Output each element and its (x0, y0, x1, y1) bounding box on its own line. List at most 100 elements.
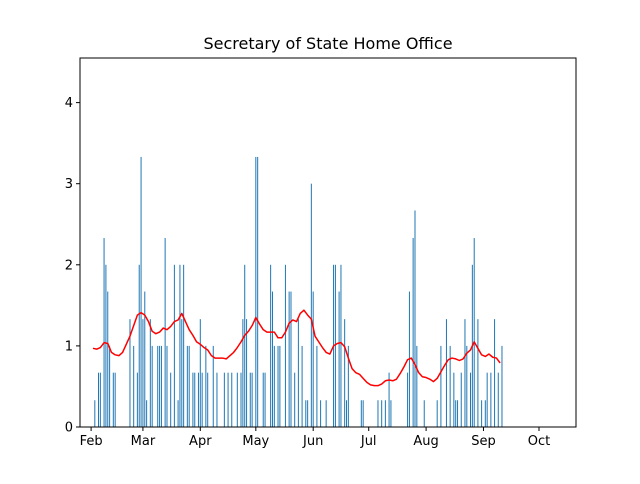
bar (192, 372, 194, 427)
bar (246, 319, 248, 427)
bar (334, 264, 336, 427)
bar (501, 345, 503, 427)
bar (133, 345, 135, 427)
line-series (92, 309, 501, 387)
bar (264, 372, 266, 427)
bar (312, 291, 314, 427)
bar (160, 345, 162, 427)
bar (320, 400, 322, 427)
x-tick-label: Sep (471, 434, 496, 449)
bar (288, 291, 290, 427)
bar (109, 345, 111, 427)
bar (284, 264, 286, 427)
bar (466, 345, 468, 427)
y-tick-label: 3 (65, 177, 73, 192)
bar (212, 345, 214, 427)
x-tick-label: Mar (131, 434, 156, 449)
bar (494, 319, 496, 427)
bar (151, 345, 153, 427)
bar (244, 264, 246, 427)
bar (262, 372, 264, 427)
x-tick-label: Aug (413, 434, 438, 449)
bar (157, 345, 159, 427)
bar (149, 319, 151, 427)
bar (99, 372, 101, 427)
bar (188, 345, 190, 427)
bar (173, 264, 175, 427)
bar (271, 291, 273, 427)
bar (223, 372, 225, 427)
bar (183, 264, 185, 427)
bar (325, 400, 327, 427)
bar (242, 319, 244, 427)
bar (107, 291, 109, 427)
bar (486, 372, 488, 427)
bar (279, 345, 281, 427)
chart-title: Secretary of State Home Office (203, 34, 452, 53)
plot-area (80, 58, 576, 427)
x-tick-label: May (242, 434, 269, 449)
bar (477, 319, 479, 427)
bar (470, 372, 472, 427)
bar (297, 319, 299, 427)
bar (199, 319, 201, 427)
bar (484, 400, 486, 427)
bar (416, 345, 418, 427)
bar (464, 319, 466, 427)
bar (94, 400, 96, 427)
bar (273, 345, 275, 427)
plot-frame (79, 57, 577, 428)
bar (170, 372, 172, 427)
bar (138, 264, 140, 427)
bar (449, 345, 451, 427)
moving-average-line (92, 309, 501, 387)
bar (360, 400, 362, 427)
bar (140, 156, 142, 427)
bar (142, 319, 144, 427)
bar (381, 400, 383, 427)
bar (270, 264, 272, 427)
bar (257, 156, 259, 427)
bar (445, 319, 447, 427)
bar (159, 345, 161, 427)
x-tick-label: Oct (528, 434, 550, 449)
bar (490, 372, 492, 427)
bar (473, 238, 475, 427)
bar (294, 372, 296, 427)
bar (194, 372, 196, 427)
bar (146, 400, 148, 427)
bar (144, 291, 146, 427)
bar (136, 372, 138, 427)
bar (453, 372, 455, 427)
bar (481, 400, 483, 427)
y-tick-label: 2 (65, 258, 73, 273)
x-tick-label: Jun (302, 434, 323, 449)
bar (390, 400, 392, 427)
bar (197, 372, 199, 427)
bar (179, 264, 181, 427)
bar (436, 400, 438, 427)
bar (340, 264, 342, 427)
bar (186, 345, 188, 427)
y-tick-label: 4 (65, 96, 73, 111)
bar (457, 400, 459, 427)
y-tick-label: 0 (65, 421, 73, 436)
bar (338, 291, 340, 427)
y-axis: 0 1 2 3 4 (65, 96, 80, 436)
bar (249, 372, 251, 427)
bar (388, 372, 390, 427)
bar (412, 238, 414, 427)
bar (207, 372, 209, 427)
x-axis: Feb Mar Apr May Jun Jul Aug Sep Oct (80, 427, 550, 449)
x-tick-label: Jul (360, 434, 377, 449)
bar (344, 319, 346, 427)
bar (129, 319, 131, 427)
bar (164, 238, 166, 427)
bar (497, 372, 499, 427)
bar (251, 372, 253, 427)
bar (362, 400, 364, 427)
bar (112, 372, 114, 427)
x-tick-label: Feb (80, 434, 103, 449)
